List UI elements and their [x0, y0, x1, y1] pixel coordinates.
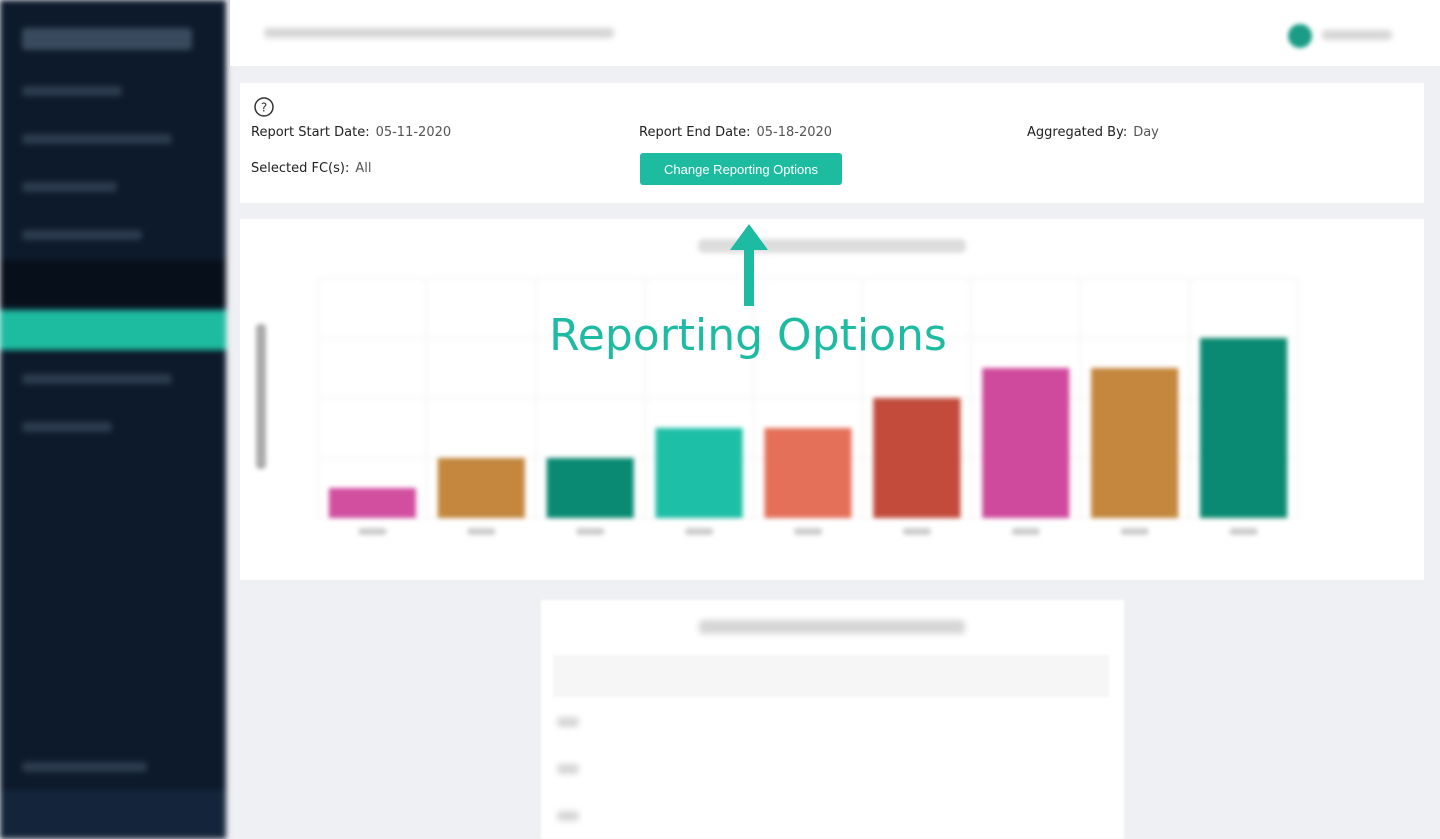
cell [557, 717, 579, 727]
change-options-button[interactable]: Change Reporting Options [640, 153, 842, 185]
nav-item [22, 86, 122, 96]
bar [1200, 338, 1288, 518]
x-tick-placeholder [685, 528, 714, 535]
sidebar [0, 0, 226, 839]
x-tick-placeholder [576, 528, 605, 535]
top-bar [228, 0, 1440, 66]
x-tick-placeholder [902, 528, 931, 535]
bar [328, 488, 416, 518]
nav-active [0, 310, 226, 350]
bar [764, 428, 852, 518]
chart [256, 239, 1299, 535]
help-icon[interactable]: ? [253, 96, 275, 118]
logo [22, 28, 192, 50]
table-title [699, 620, 965, 634]
label: Aggregated By: [1027, 125, 1128, 140]
label: Report End Date: [639, 125, 751, 140]
end-date: Report End Date: 05-18-2020 [639, 125, 832, 140]
collapse [0, 790, 226, 839]
nav-item [22, 762, 147, 772]
nav-item [22, 374, 172, 384]
nav-item [22, 182, 117, 192]
nav-item [22, 134, 172, 144]
selected-fc: Selected FC(s): All [251, 161, 371, 176]
nav-item [22, 230, 142, 240]
page-heading [264, 28, 614, 38]
label: Report Start Date: [251, 125, 370, 140]
options-card: ? Report Start Date: 05-11-2020 Report En… [240, 83, 1424, 203]
x-tick-placeholder [794, 528, 822, 535]
value: 05-11-2020 [375, 125, 452, 140]
cell [557, 764, 579, 774]
x-tick-placeholder [1229, 528, 1258, 535]
bar [1091, 368, 1179, 518]
bar [546, 458, 634, 518]
cell [557, 811, 579, 821]
y-axis-title-placeholder [256, 324, 266, 469]
bar [982, 368, 1070, 518]
callout-label: Reporting Options [549, 310, 947, 361]
nav-item [22, 422, 112, 432]
x-tick-placeholder [467, 528, 496, 535]
table-header [553, 655, 1109, 697]
bar [873, 398, 961, 518]
label: Selected FC(s): [251, 161, 350, 176]
value: 05-18-2020 [756, 125, 833, 140]
svg-text:?: ? [261, 101, 267, 115]
bar [437, 458, 525, 518]
aggregation: Aggregated By: Day [1027, 125, 1159, 140]
value: Day [1133, 125, 1159, 140]
value: All [355, 161, 372, 176]
avatar [1288, 24, 1312, 48]
table-card [541, 600, 1124, 839]
nav-sub [0, 260, 226, 306]
x-tick-placeholder [1120, 528, 1149, 535]
user-name [1322, 30, 1392, 40]
x-tick-placeholder [358, 528, 387, 535]
start-date: Report Start Date: 05-11-2020 [251, 125, 451, 140]
callout-arrow [730, 224, 768, 306]
bar [655, 428, 743, 518]
x-tick-placeholder [1011, 528, 1040, 535]
